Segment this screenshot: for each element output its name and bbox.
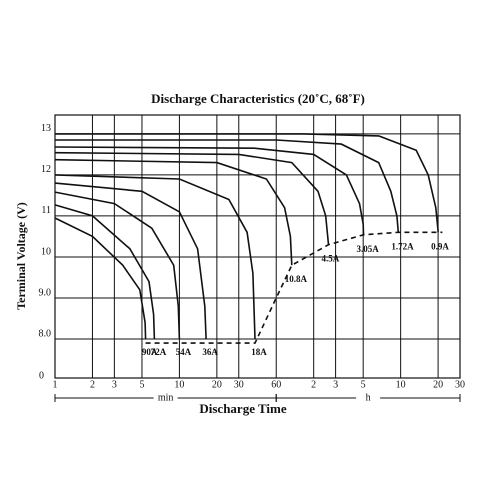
series-label: 1.72A <box>391 241 414 251</box>
x-tick-label: 20 <box>212 379 222 390</box>
y-tick-label: 8.0 <box>39 328 52 339</box>
x-tick-label: 10 <box>174 379 184 390</box>
series-label: 0.9A <box>431 241 449 251</box>
x-tick-label: 2 <box>311 379 316 390</box>
y-tick-label: 12 <box>41 164 51 175</box>
x-tick-label: 30 <box>455 379 465 390</box>
series-line <box>54 191 181 340</box>
series-label: 4.5A <box>322 254 340 264</box>
series-line <box>54 174 256 340</box>
x-tick-label: 60 <box>271 379 281 390</box>
range-label: min <box>158 392 174 403</box>
series-line <box>54 217 147 340</box>
series-line <box>54 158 293 266</box>
series-label: 36A <box>202 347 218 357</box>
x-tick-label: 3 <box>112 379 117 390</box>
x-tick-label: 30 <box>234 379 244 390</box>
x-axis-label: Discharge Time <box>199 401 286 416</box>
range-label-bg <box>153 393 178 403</box>
x-tick-label: 5 <box>139 379 144 390</box>
x-tick-label: 1 <box>53 379 58 390</box>
y-tick-label: 11 <box>41 205 51 216</box>
y-origin-label: 0 <box>39 370 44 381</box>
chart-title: Discharge Characteristics (20˚C, 68˚F) <box>151 91 365 106</box>
series-line <box>54 146 365 235</box>
range-label: h <box>366 392 371 403</box>
x-tick-label: 5 <box>361 379 366 390</box>
series-line <box>54 151 330 245</box>
series-label: 18A <box>251 347 267 357</box>
series-label: 72A <box>151 347 167 357</box>
y-tick-label: 13 <box>41 123 51 134</box>
x-tick-label: 3 <box>333 379 338 390</box>
series-label: 90A <box>142 347 158 357</box>
cutoff-line <box>145 231 443 344</box>
series-label: 10.8A <box>285 274 308 284</box>
series-label: 54A <box>176 347 192 357</box>
range-label-bg <box>356 393 381 403</box>
x-tick-label: 2 <box>90 379 95 390</box>
series-line <box>55 133 439 233</box>
x-tick-label: 10 <box>396 379 406 390</box>
y-tick-label: 10 <box>41 246 51 257</box>
x-tick-label: 20 <box>433 379 443 390</box>
y-tick-label: 9.0 <box>39 287 52 298</box>
series-label: 3.05A <box>357 244 380 254</box>
series-line <box>54 182 207 340</box>
series-line <box>54 204 156 340</box>
series-line <box>55 139 400 233</box>
y-axis-label: Terminal Voltage (V) <box>14 202 28 310</box>
